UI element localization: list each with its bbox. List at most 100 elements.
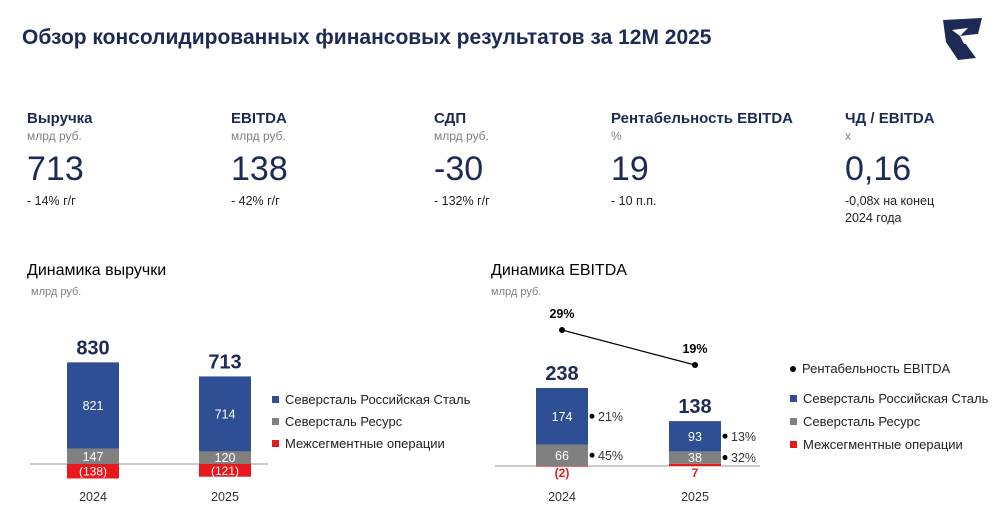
- margin-dot: [722, 433, 728, 439]
- margin-dot: [589, 452, 595, 458]
- legend-label: Межсегментные операции: [285, 436, 445, 451]
- bar-value-label: (138): [79, 465, 107, 479]
- kpi-change-line2: 2024 года: [845, 211, 902, 225]
- margin-dot: [722, 455, 728, 461]
- bar-segment: [669, 421, 721, 452]
- ebitda-legend-intersegment: Межсегментные операции: [790, 437, 963, 452]
- segment-margin-label: 13%: [731, 430, 756, 444]
- bar-segment: [67, 464, 119, 479]
- bar-segment: [67, 448, 119, 464]
- kpi-net-debt-ebitda: ЧД / EBITDA x 0,16 -0,08х на конец 2024 …: [845, 110, 935, 227]
- kpi-change: - 14% г/г: [27, 194, 76, 208]
- kpi-ebitda-margin: Рентабельность EBITDA % 19 - 10 п.п.: [611, 110, 793, 210]
- bar-segment: [669, 463, 721, 466]
- margin-point-label: 19%: [682, 342, 707, 356]
- bar-total-label: 238: [545, 363, 578, 385]
- legend-dot: [790, 365, 796, 372]
- kpi-unit: %: [611, 129, 622, 143]
- kpi-change: - 42% г/г: [231, 194, 280, 208]
- kpi-change-line1: -0,08х на конец: [845, 194, 935, 208]
- legend-label: Межсегментные операции: [803, 437, 963, 452]
- ebitda-chart-unit: млрд руб.: [491, 286, 542, 298]
- segment-margin-label: 32%: [731, 451, 756, 465]
- bar-value-label: 821: [83, 399, 104, 413]
- legend-label: Северсталь Ресурс: [803, 414, 921, 429]
- revenue-chart-unit: млрд руб.: [31, 286, 82, 298]
- bar-value-label: 174: [552, 410, 573, 424]
- bar-total-label: 713: [208, 351, 241, 373]
- legend-swatch: [790, 395, 797, 402]
- bar-value-label: 66: [555, 449, 569, 463]
- category-label: 2025: [211, 490, 239, 504]
- kpi-name: СДП: [434, 110, 467, 127]
- bar-segment: [669, 451, 721, 464]
- kpi-name: EBITDA: [231, 110, 287, 127]
- legend-label: Рентабельность EBITDA: [802, 361, 951, 376]
- kpi-unit: млрд руб.: [231, 129, 286, 143]
- legend-swatch: [790, 441, 797, 448]
- kpi-name: Рентабельность EBITDA: [611, 110, 794, 127]
- bar-segment: [67, 362, 119, 449]
- kpi-unit: x: [845, 129, 851, 143]
- bar-value-label: 120: [215, 451, 236, 465]
- page-title: Обзор консолидированных финансовых резул…: [22, 26, 712, 49]
- segment-margin-label: 21%: [598, 410, 623, 424]
- bar-value-label: 714: [215, 407, 236, 421]
- ebitda-legend-resurs: Северсталь Ресурс: [790, 414, 920, 429]
- category-label: 2024: [548, 490, 576, 504]
- kpi-unit: млрд руб.: [434, 129, 489, 143]
- legend-label: Северсталь Российская Сталь: [285, 392, 471, 407]
- bar-segment: [199, 376, 251, 452]
- bar-value-label: 38: [688, 451, 702, 465]
- bar-value-label: 147: [83, 450, 104, 464]
- legend-label: Северсталь Российская Сталь: [803, 391, 989, 406]
- revenue-legend-resurs: Северсталь Ресурс: [272, 414, 402, 429]
- revenue-chart-title: Динамика выручки: [27, 262, 167, 279]
- bar-value-label: (121): [211, 464, 239, 478]
- kpi-name: Выручка: [27, 110, 93, 127]
- revenue-legend-rs: Северсталь Российская Сталь: [272, 392, 470, 407]
- kpi-value: 713: [27, 150, 84, 188]
- bar-segment: [536, 444, 588, 466]
- kpi-change: -0,08х на конец 2024 года: [845, 193, 935, 227]
- category-label: 2025: [681, 490, 709, 504]
- segment-margin-label: 45%: [598, 449, 623, 463]
- kpi-unit: млрд руб.: [27, 129, 82, 143]
- margin-line: [561, 329, 696, 366]
- ebitda-legend-margin: Рентабельность EBITDA: [790, 361, 950, 376]
- margin-point: [692, 362, 698, 368]
- bar-total-label: 138: [678, 396, 711, 418]
- kpi-value: -30: [434, 150, 484, 188]
- kpi-value: 138: [231, 150, 288, 188]
- bar-value-label: 93: [688, 430, 702, 444]
- bar-value-label: (2): [555, 466, 570, 480]
- bar-segment: [536, 388, 588, 445]
- bar-segment: [536, 466, 588, 467]
- ebitda-legend-rs: Северсталь Российская Сталь: [790, 391, 988, 406]
- kpi-name: ЧД / EBITDA: [845, 110, 935, 127]
- ebitda-chart-title: Динамика EBITDA: [491, 262, 627, 279]
- margin-point-label: 29%: [549, 307, 574, 321]
- kpi-ebitda: EBITDA млрд руб. 138 - 42% г/г: [231, 110, 288, 210]
- kpi-value: 0,16: [845, 150, 912, 188]
- legend-label: Северсталь Ресурс: [285, 414, 403, 429]
- legend-swatch: [790, 418, 797, 425]
- margin-dot: [589, 413, 595, 419]
- legend-swatch: [272, 440, 279, 447]
- category-label: 2024: [79, 490, 107, 504]
- margin-point: [559, 327, 565, 333]
- bar-total-label: 830: [76, 337, 109, 359]
- kpi-value: 19: [611, 150, 649, 188]
- kpi-fcf: СДП млрд руб. -30 - 132% г/г: [434, 110, 490, 210]
- kpi-revenue: Выручка млрд руб. 713 - 14% г/г: [27, 110, 93, 210]
- bar-segment: [199, 451, 251, 464]
- logo-icon: [943, 18, 982, 60]
- kpi-change: - 10 п.п.: [611, 194, 657, 208]
- kpi-change: - 132% г/г: [434, 194, 490, 208]
- bar-value-label: 7: [692, 466, 699, 480]
- bar-segment: [199, 464, 251, 477]
- legend-swatch: [272, 418, 279, 425]
- revenue-legend-intersegment: Межсегментные операции: [272, 436, 445, 451]
- legend-swatch: [272, 396, 279, 403]
